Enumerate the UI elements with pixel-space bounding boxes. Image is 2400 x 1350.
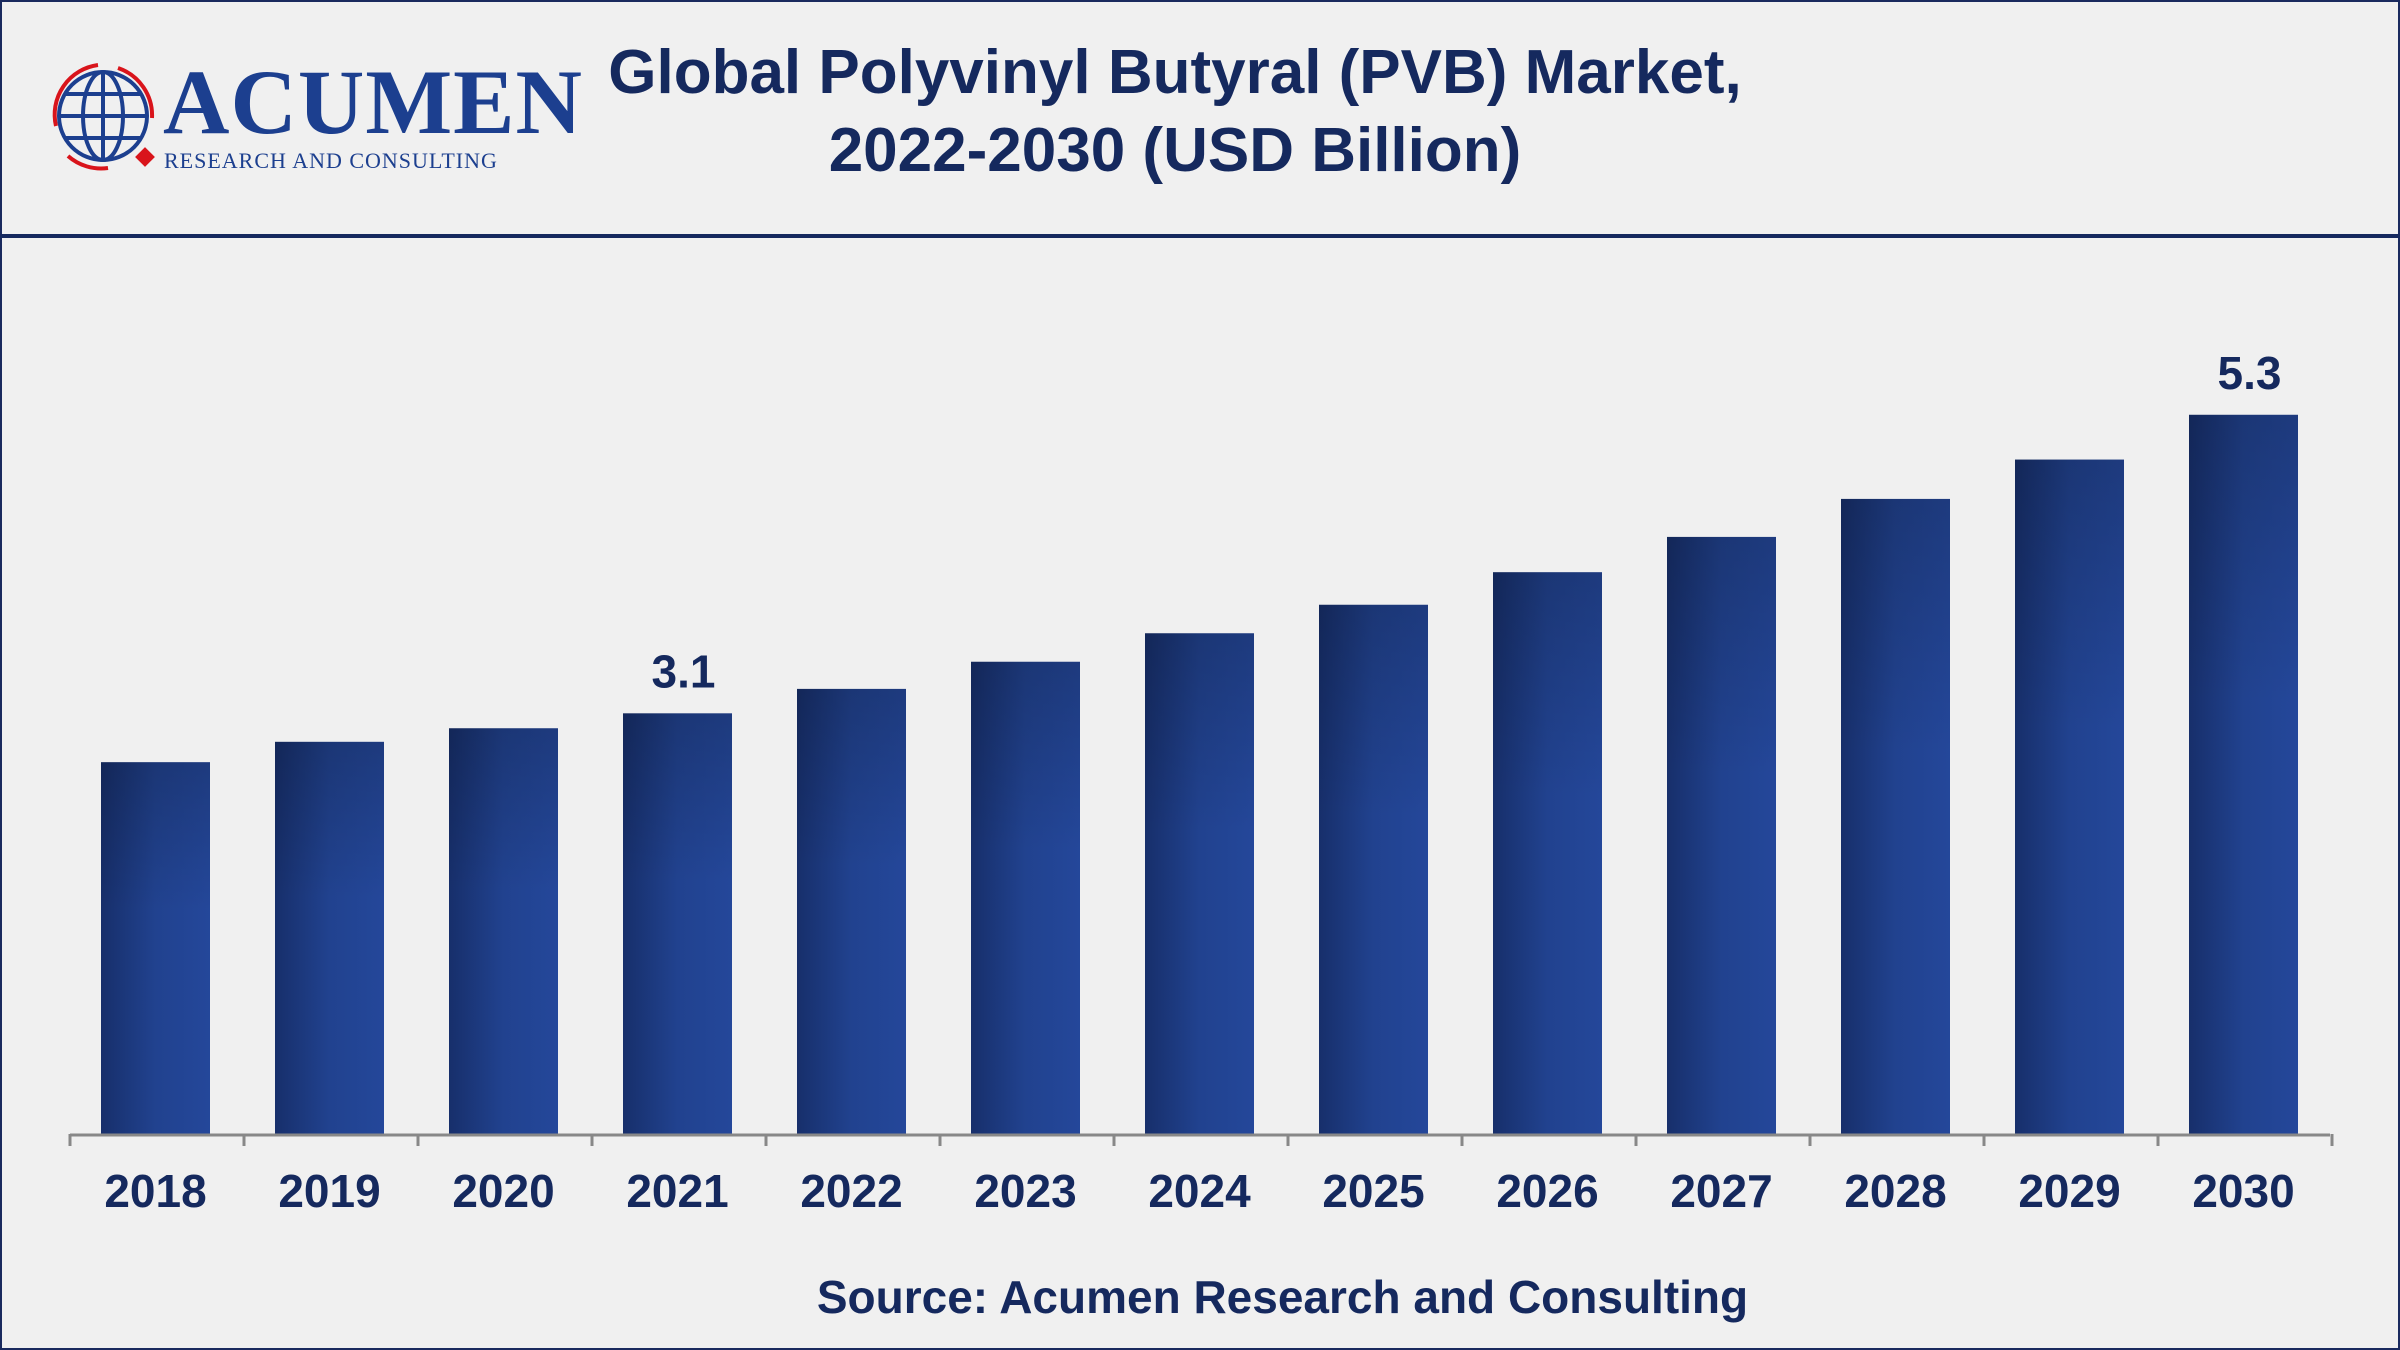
chart-title: Global Polyvinyl Butyral (PVB) Market, 2… [560, 34, 1790, 190]
data-label-2030: 5.3 [2218, 347, 2282, 399]
x-tick-label-2020: 2020 [452, 1165, 554, 1217]
bar-shade-2027 [1667, 536, 1776, 1134]
data-label-2021: 3.1 [652, 645, 716, 697]
x-tick-label-2026: 2026 [1496, 1165, 1598, 1217]
x-tick-label-2021: 2021 [626, 1165, 728, 1217]
bar-shade-2026 [1493, 572, 1602, 1134]
bar-shade-2030 [2189, 414, 2298, 1134]
title-line-2: 2022-2030 (USD Billion) [828, 116, 1522, 185]
title-line-1: Global Polyvinyl Butyral (PVB) Market, [608, 38, 1742, 107]
bar-shade-2029 [2015, 459, 2124, 1134]
bar-shade-2028 [1841, 498, 1950, 1134]
x-tick-label-2028: 2028 [1844, 1165, 1946, 1217]
bar-shade-2021 [623, 713, 732, 1134]
bar-shade-2025 [1319, 604, 1428, 1134]
globe-icon [52, 63, 155, 171]
x-tick-label-2025: 2025 [1322, 1165, 1424, 1217]
x-tick-label-2029: 2029 [2018, 1165, 2120, 1217]
acumen-logo: ACUMEN RESEARCH AND CONSULTING [48, 56, 582, 176]
x-tick-label-2030: 2030 [2192, 1165, 2294, 1217]
x-tick-label-2019: 2019 [278, 1165, 380, 1217]
header-divider [0, 234, 2400, 238]
bar-shade-2022 [797, 688, 906, 1134]
bar-shade-2023 [971, 661, 1080, 1134]
bar-shade-2024 [1145, 633, 1254, 1134]
x-tick-label-2018: 2018 [104, 1165, 206, 1217]
x-tick-label-2024: 2024 [1148, 1165, 1251, 1217]
source-note: Source: Acumen Research and Consulting [816, 1271, 1749, 1323]
x-tick-label-2022: 2022 [800, 1165, 902, 1217]
logo-wordmark: ACUMEN [163, 51, 583, 153]
logo-subtitle: RESEARCH AND CONSULTING [164, 148, 498, 173]
x-tick-label-2023: 2023 [974, 1165, 1076, 1217]
x-tick-label-2027: 2027 [1670, 1165, 1772, 1217]
bar-shade-2018 [101, 762, 210, 1134]
bar-shade-2019 [275, 741, 384, 1134]
bar-shade-2020 [449, 728, 558, 1134]
